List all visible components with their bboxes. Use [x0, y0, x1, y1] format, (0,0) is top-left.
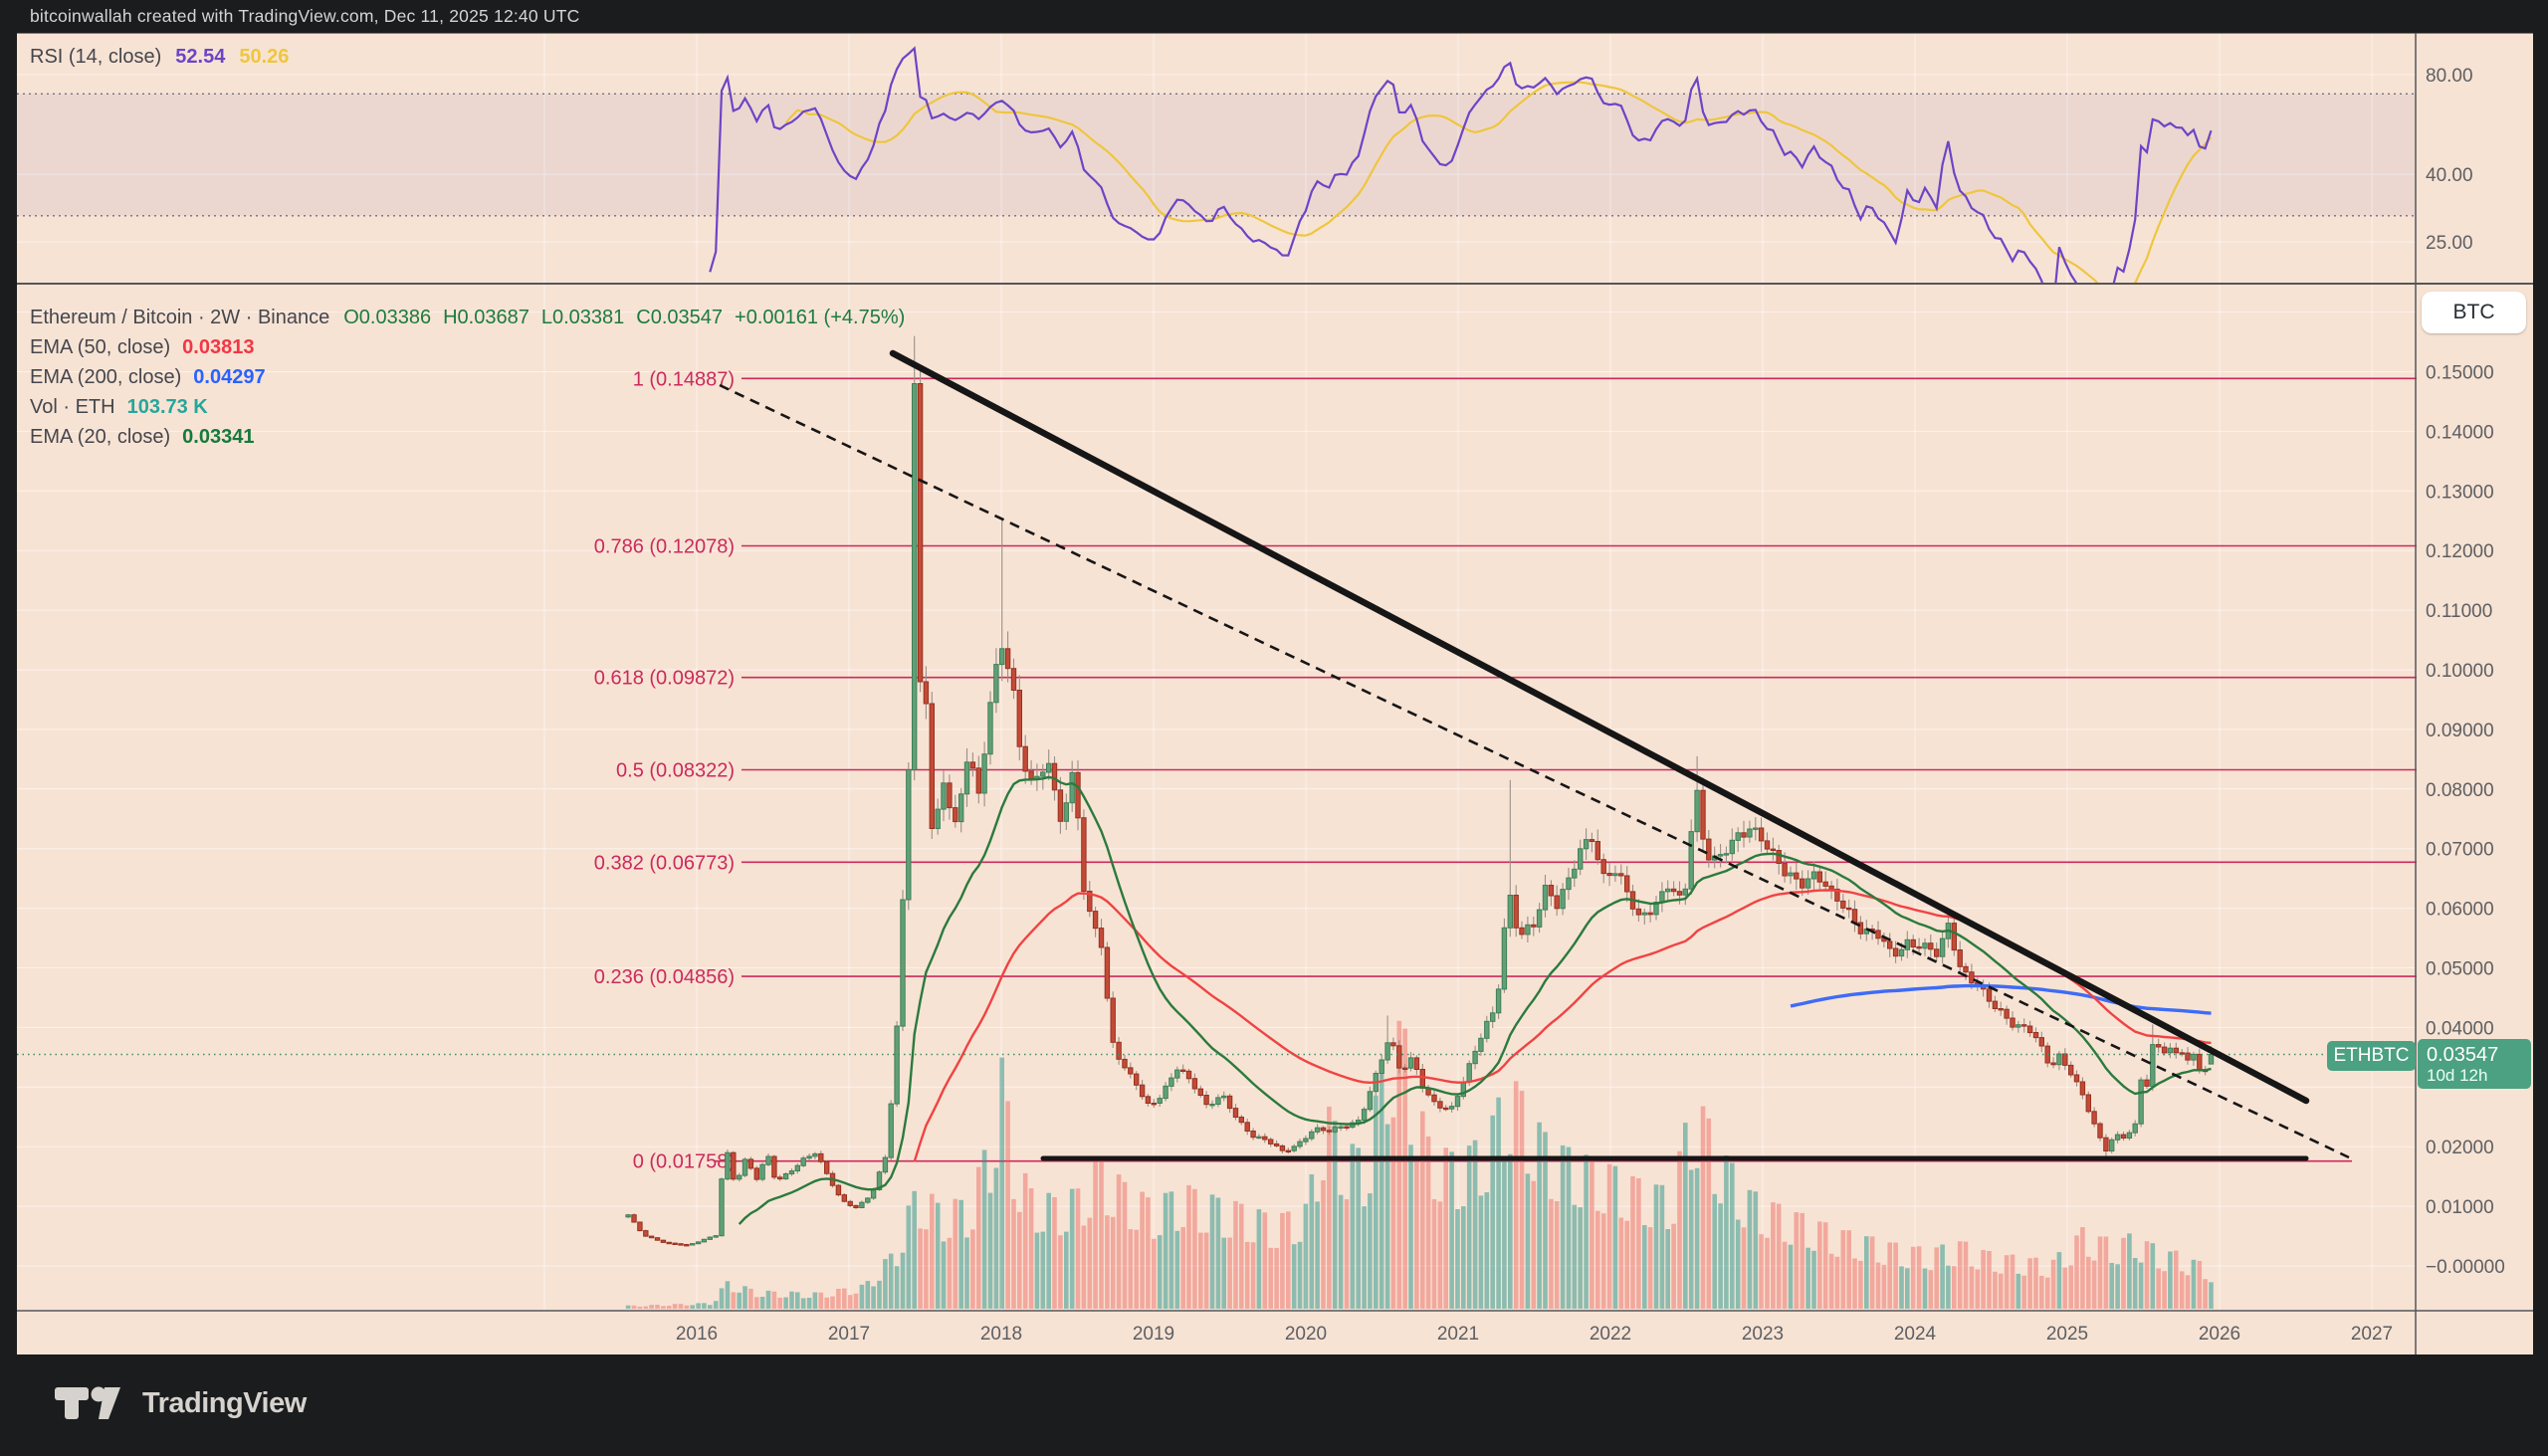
dashed-trendline[interactable]: [719, 383, 2350, 1159]
year-tick-label: 2019: [1133, 1324, 1174, 1345]
price-tick-label: 0.07000: [2426, 840, 2494, 861]
header-title: bitcoinwallah created with TradingView.c…: [30, 6, 580, 26]
symbol-title: Ethereum / Bitcoin · 2W · Binance: [30, 307, 330, 328]
year-tick-label: 2017: [828, 1324, 870, 1345]
last-price-tag: 0.03547 10d 12h: [2418, 1039, 2531, 1089]
price-tick-label: 0.01000: [2426, 1197, 2494, 1218]
price-tick-label: 0.08000: [2426, 780, 2494, 801]
fib-level-label: 0.786 (0.12078): [594, 536, 735, 558]
ema20-value: 0.03341: [182, 426, 255, 448]
main-legend: Ethereum / Bitcoin · 2W · Binance O0.0338…: [30, 303, 917, 452]
year-tick-label: 2027: [2351, 1324, 2393, 1345]
year-tick-label: 2016: [676, 1324, 718, 1345]
price-tick-label: 0.14000: [2426, 422, 2494, 443]
fib-level-label: 0.382 (0.06773): [594, 852, 735, 874]
candlesticks: [625, 335, 2215, 1247]
ema20-line: [738, 775, 2212, 1225]
ema50-value: 0.03813: [182, 336, 255, 358]
price-tick-label: −0.00000: [2426, 1257, 2505, 1278]
rsi-band: [17, 94, 2416, 216]
year-tick-label: 2026: [2199, 1324, 2240, 1345]
ohlc-values: O0.03386 H0.03687 L0.03381 C0.03547 +0.00161…: [343, 307, 906, 328]
descending-trendline[interactable]: [889, 349, 2310, 1105]
price-tick-label: 0.11000: [2426, 601, 2492, 622]
ema20-legend-row: EMA (20, close) 0.03341: [30, 426, 255, 448]
fib-retracement[interactable]: 1 (0.14887) 0.786 (0.12078) 0.618 (0.09872…: [594, 368, 2417, 1173]
pane-borders: [17, 32, 2533, 1354]
price-tick-label: 0.15000: [2426, 363, 2494, 384]
price-tick-label: 0.13000: [2426, 482, 2494, 503]
ema200-legend-row: EMA (200, close) 0.04297: [30, 366, 266, 388]
currency-unit-button[interactable]: BTC: [2422, 292, 2526, 333]
year-tick-label: 2022: [1590, 1324, 1631, 1345]
chart-card: [17, 33, 2533, 1354]
rsi-value: 52.54: [175, 46, 226, 68]
fib-level-label: 0 (0.01758): [633, 1151, 735, 1173]
price-tick-label: 0.09000: [2426, 721, 2494, 741]
rsi-tick-label: 40.00: [2426, 165, 2473, 186]
tradingview-logo-icon: [55, 1386, 120, 1419]
year-tick-label: 2021: [1437, 1324, 1479, 1345]
symbol-price-label: ETHBTC: [2327, 1041, 2416, 1071]
year-tick-label: 2020: [1285, 1324, 1327, 1345]
price-tick-label: 0.10000: [2426, 661, 2494, 682]
rsi-tick-label: 80.00: [2426, 66, 2473, 87]
rsi-tick-label: 25.00: [2426, 233, 2473, 254]
ema200-line: [1790, 983, 2212, 1015]
year-tick-label: 2018: [980, 1324, 1022, 1345]
fib-level-label: 1 (0.14887): [633, 368, 735, 390]
tradingview-logo-text: TradingView: [142, 1386, 307, 1419]
rsi-ma-value: 50.26: [239, 46, 290, 68]
rsi-line: [709, 46, 2213, 283]
volume-value: 103.73 K: [126, 396, 208, 418]
price-tick-label: 0.04000: [2426, 1018, 2494, 1039]
rsi-plot: [709, 46, 2213, 283]
symbol-row: Ethereum / Bitcoin · 2W · Binance O0.0338…: [30, 303, 917, 332]
fib-level-label: 0.618 (0.09872): [594, 668, 735, 690]
ema200-value: 0.04297: [193, 366, 266, 388]
price-tick-label: 0.02000: [2426, 1138, 2494, 1158]
rsi-legend: RSI (14, close) 52.54 50.26: [30, 46, 289, 69]
year-tick-label: 2023: [1742, 1324, 1784, 1345]
fib-level-label: 0.5 (0.08322): [616, 760, 735, 782]
fib-level-label: 0.236 (0.04856): [594, 966, 735, 988]
rsi-ma-line: [784, 81, 2213, 283]
rsi-legend-label: RSI (14, close): [30, 46, 162, 68]
last-price: 0.03547: [2427, 1043, 2499, 1066]
year-tick-label: 2024: [1894, 1324, 1937, 1345]
price-tick-label: 0.05000: [2426, 959, 2494, 980]
price-tick-label: 0.06000: [2426, 900, 2494, 921]
volume-legend-row: Vol · ETH 103.73 K: [30, 396, 208, 418]
bar-countdown: 10d 12h: [2427, 1065, 2488, 1085]
ema50-legend-row: EMA (50, close) 0.03813: [30, 336, 255, 358]
volume-bars: [625, 1020, 2214, 1309]
axis-labels[interactable]: 0.15000 0.14000 0.13000 0.12000 0.11000 0.100…: [676, 66, 2505, 1345]
tradingview-logo[interactable]: TradingView: [55, 1383, 307, 1423]
header-bar: bitcoinwallah created with TradingView.c…: [0, 0, 2548, 33]
price-tick-label: 0.12000: [2426, 541, 2494, 562]
year-tick-label: 2025: [2046, 1324, 2088, 1345]
